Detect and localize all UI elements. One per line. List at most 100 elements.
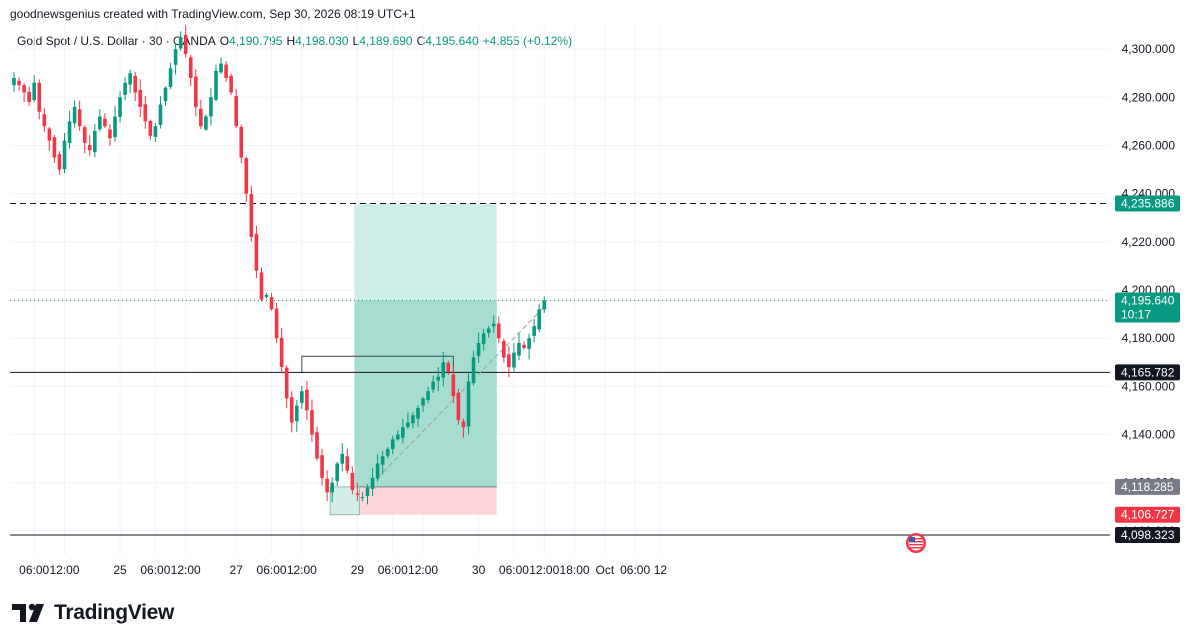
symbol-title[interactable]: Gold Spot / U.S. Dollar · 30 · OANDA	[17, 34, 216, 48]
candle	[401, 418, 405, 444]
candle	[82, 125, 87, 154]
price-tag-label: 4,235.886	[1121, 197, 1175, 211]
candle	[300, 385, 304, 409]
candle	[512, 343, 516, 373]
candle	[264, 292, 269, 299]
candle	[17, 77, 21, 91]
candle	[153, 122, 158, 142]
candle-body	[537, 309, 541, 330]
high-label: H	[286, 34, 296, 48]
candle-body	[244, 158, 249, 194]
candle	[431, 375, 435, 393]
position-zones	[329, 203, 497, 516]
candle-body	[82, 127, 87, 144]
price-tick-label: 4,160.000	[1122, 379, 1176, 393]
flag-stripe	[909, 547, 923, 549]
time-tick-label: 18:00	[560, 563, 590, 577]
candle-body	[406, 422, 410, 427]
candle	[365, 484, 370, 505]
horizontal-levels	[10, 203, 1110, 536]
price-tag-label: 4,165.782	[1121, 365, 1175, 379]
candle	[507, 345, 511, 378]
candle	[284, 365, 289, 409]
price-tick-label: 4,280.000	[1122, 90, 1176, 104]
close-label: C	[416, 34, 426, 48]
close-value: 4,195.640	[425, 34, 479, 48]
candle-body	[532, 326, 536, 336]
candle	[113, 106, 117, 142]
candle-body	[249, 193, 254, 237]
candle-body	[209, 97, 213, 117]
candle-body	[360, 497, 365, 499]
candle-body	[370, 477, 375, 489]
price-tick-label: 4,140.000	[1122, 428, 1176, 442]
candle	[456, 388, 461, 425]
candle	[517, 333, 521, 361]
candle	[128, 69, 132, 93]
candle-body	[411, 415, 415, 424]
candle-body	[77, 109, 82, 127]
candle-body	[17, 80, 21, 86]
candle-body	[153, 126, 158, 137]
grid-lines	[10, 25, 1110, 555]
price-tag-label: 4,118.285	[1121, 480, 1174, 494]
candle-body	[310, 410, 314, 435]
candle	[67, 110, 72, 149]
price-tick-label: 4,180.000	[1122, 331, 1176, 345]
time-tick-label: 30	[472, 563, 486, 577]
flag-stripe	[909, 541, 923, 543]
candle	[22, 83, 26, 103]
candle	[224, 61, 228, 83]
time-tick-label: 12:00	[408, 563, 438, 577]
candle	[471, 350, 476, 386]
demand-box	[329, 486, 360, 516]
candle-body	[158, 104, 163, 125]
low-value: 4,189.690	[359, 34, 413, 48]
candle	[491, 315, 496, 333]
candle	[289, 391, 294, 433]
candle-body	[421, 398, 425, 406]
candle-body	[12, 78, 16, 86]
open-label: O	[219, 34, 230, 48]
candle	[466, 372, 471, 435]
candle-body	[497, 323, 501, 339]
candle-body	[118, 97, 122, 117]
candle-body	[436, 376, 440, 381]
candle	[118, 91, 122, 123]
range-bracket	[301, 355, 454, 373]
time-tick-label: 06:00	[19, 563, 49, 577]
tradingview-logo[interactable]: TradingView	[12, 601, 174, 625]
candle-body	[279, 337, 284, 368]
open-value: 4,190.795	[229, 34, 283, 48]
candle-body	[380, 456, 385, 465]
candle-body	[163, 87, 168, 102]
candle	[209, 88, 213, 126]
candle-body	[466, 381, 471, 427]
time-tick-label: 06:00	[620, 563, 650, 577]
candle	[178, 31, 183, 51]
candle-body	[456, 392, 461, 421]
candle	[446, 360, 451, 376]
candle-body	[461, 421, 466, 428]
candle	[12, 72, 16, 92]
candle	[32, 75, 36, 103]
candle	[52, 134, 57, 163]
candle-body	[365, 487, 370, 497]
candle-body	[204, 116, 208, 130]
candle-body	[47, 128, 52, 141]
candle	[315, 426, 319, 461]
candle	[497, 316, 501, 344]
candle	[123, 77, 127, 101]
candle	[229, 73, 233, 96]
candle-body	[345, 456, 350, 471]
candle	[330, 477, 334, 503]
time-tick-label: 12:00	[287, 563, 317, 577]
time-tick-label: 06:00	[378, 563, 408, 577]
candle-body	[259, 272, 264, 300]
high-value: 4,198.030	[295, 34, 349, 48]
candle	[325, 470, 329, 502]
price-tag-level	[1115, 526, 1180, 543]
change-value: +4.855 (+0.12%)	[482, 34, 573, 48]
candle-body	[284, 367, 289, 399]
